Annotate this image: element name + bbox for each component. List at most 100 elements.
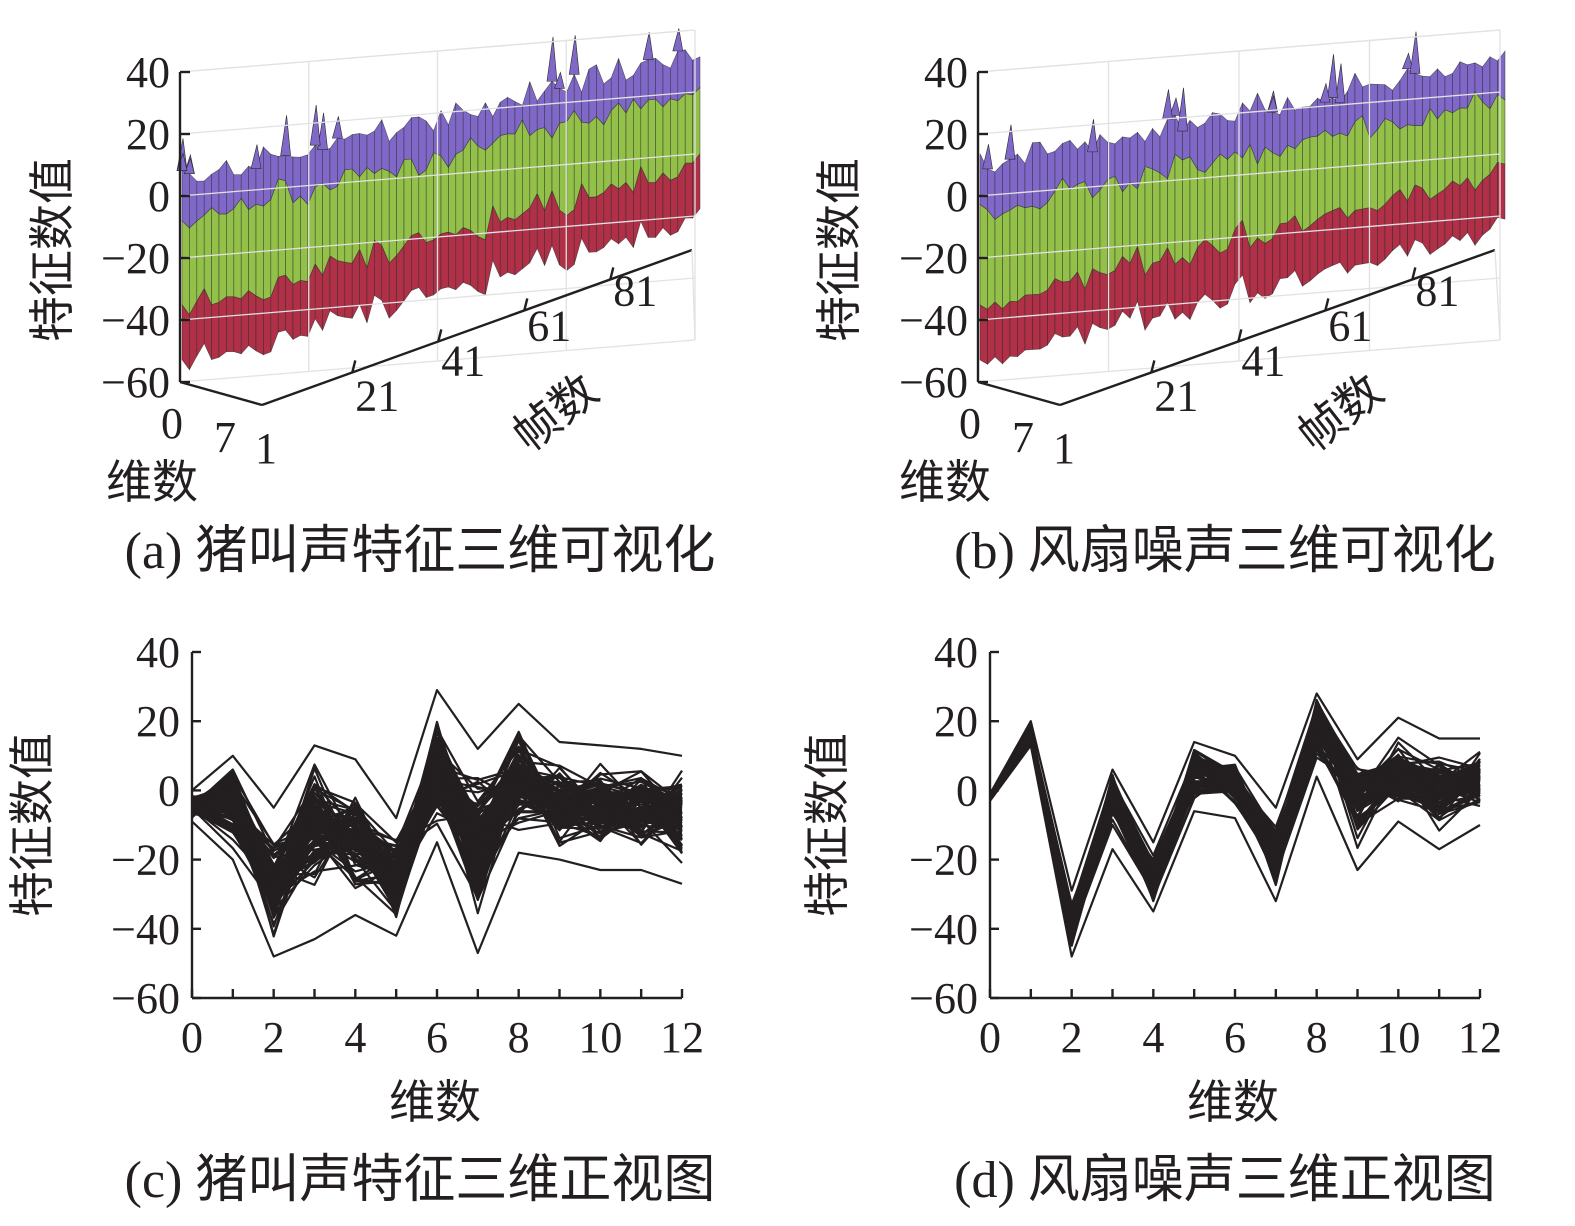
surface-cell-middle bbox=[1092, 189, 1101, 274]
surface-cell-lower bbox=[477, 236, 486, 296]
surface-cell-upper bbox=[485, 102, 494, 151]
panel-a-caption: (a) 猪叫声特征三维可视化 bbox=[125, 523, 716, 580]
surface-cell-lower bbox=[462, 226, 471, 286]
surface-cell-lower bbox=[470, 229, 479, 293]
surface-cell-middle bbox=[181, 220, 190, 316]
surface-cell-lower bbox=[1347, 209, 1356, 274]
surface-cell-middle bbox=[455, 149, 464, 236]
surface-cell-upper bbox=[211, 169, 220, 215]
surface-cell-lower bbox=[211, 301, 220, 361]
panel-c-x-label: 维数 bbox=[389, 1077, 481, 1128]
z-tick-label: −60 bbox=[899, 358, 968, 407]
top-edge-line bbox=[179, 29, 696, 73]
surface-cell-lower bbox=[1054, 278, 1063, 338]
surface-cell-middle bbox=[1002, 209, 1011, 310]
surface-spike bbox=[1402, 52, 1413, 70]
surface-cell-middle bbox=[189, 220, 198, 315]
frame-tick-label: 81 bbox=[613, 266, 657, 315]
frame-tick-mark bbox=[523, 298, 529, 311]
surface-cell-lower bbox=[1279, 222, 1288, 280]
panel-a-frame-ticks: 21 41 61 81 bbox=[351, 266, 657, 420]
surface-cell-lower bbox=[248, 289, 257, 352]
surface-cell-middle bbox=[1197, 169, 1206, 249]
surface-cell-upper bbox=[1032, 141, 1041, 210]
dim-tick-label: 0 bbox=[959, 399, 981, 448]
surface-spike bbox=[1087, 119, 1098, 153]
x-tick-label: 6 bbox=[1224, 1013, 1246, 1062]
surface-spike bbox=[546, 36, 558, 82]
surface-cell-upper bbox=[218, 159, 227, 215]
surface-cell-lower bbox=[1152, 260, 1161, 319]
surface-cell-upper bbox=[418, 116, 427, 177]
surface-spike bbox=[982, 144, 993, 170]
z-tick-label: −40 bbox=[899, 296, 968, 345]
surface-cell-upper bbox=[1272, 111, 1281, 157]
surface-spike bbox=[672, 28, 684, 52]
panel-c-y-ticks: 40 20 0 −20 −40 −60 bbox=[111, 628, 201, 1023]
surface-cell-middle bbox=[1302, 136, 1311, 232]
surface-cell-upper bbox=[507, 96, 516, 135]
surface-cell-lower bbox=[692, 152, 701, 219]
surface-cell-lower bbox=[1384, 194, 1393, 261]
surface-cell-middle bbox=[1279, 144, 1288, 225]
panel-d-y-ticks: 40 20 0 −20 −40 −60 bbox=[909, 628, 999, 1023]
surface-cell-lower bbox=[1339, 206, 1348, 275]
surface-cell-middle bbox=[1077, 180, 1086, 290]
frame-axis-line bbox=[261, 248, 693, 407]
surface-cell-upper bbox=[381, 119, 390, 172]
panel-a-frames-label: 帧数 bbox=[504, 364, 608, 461]
surface-cell-upper bbox=[655, 57, 664, 108]
surface-cell-middle bbox=[292, 195, 301, 285]
surface-cell-upper bbox=[610, 58, 619, 112]
surface-cell-middle bbox=[514, 119, 523, 221]
surface-cell-middle bbox=[1384, 117, 1393, 206]
surface-cell-upper bbox=[1152, 127, 1161, 174]
surface-cell-middle bbox=[1264, 146, 1273, 244]
surface-cell-upper bbox=[1002, 158, 1011, 215]
surface-cell-lower bbox=[1452, 180, 1461, 242]
surface-cell-middle bbox=[1054, 176, 1063, 283]
panel-b-frame-ticks: 21 41 61 81 bbox=[1150, 266, 1459, 420]
surface-cell-lower bbox=[987, 301, 996, 365]
surface-cell-upper bbox=[581, 69, 590, 124]
x-tick-label: 0 bbox=[181, 1013, 203, 1062]
surface-cell-lower bbox=[514, 213, 523, 276]
panel-d-y-label: 特征数值 bbox=[802, 733, 853, 917]
panel-a-axes-frame bbox=[178, 29, 696, 407]
surface-cell-lower bbox=[263, 296, 272, 356]
surface-cell-middle bbox=[1317, 129, 1326, 220]
surface-cell-middle bbox=[1009, 204, 1018, 302]
surface-cell-upper bbox=[1444, 73, 1453, 114]
surface-spike bbox=[1334, 63, 1346, 104]
surface-cell-middle bbox=[610, 102, 619, 190]
frame-tick-mark bbox=[351, 360, 357, 373]
surface-cell-upper bbox=[1459, 61, 1468, 109]
series-line bbox=[989, 711, 1481, 935]
surface-spike bbox=[309, 104, 321, 146]
surface-cell-upper bbox=[329, 137, 338, 191]
frame-tick-label: 81 bbox=[1415, 266, 1459, 315]
surface-cell-lower bbox=[337, 260, 346, 318]
surface-cell-upper bbox=[1197, 122, 1206, 173]
y-tick-label: −40 bbox=[909, 905, 978, 954]
surface-cell-lower bbox=[388, 254, 397, 319]
panel-b-dims-label: 维数 bbox=[899, 457, 991, 508]
series-line bbox=[191, 820, 683, 958]
series-line bbox=[191, 752, 683, 884]
surface-cell-lower bbox=[1317, 213, 1326, 275]
dim-axis-line bbox=[977, 380, 1061, 407]
surface-cell-lower bbox=[455, 226, 464, 291]
y-tick-label: −20 bbox=[111, 836, 180, 885]
surface-cell-upper bbox=[684, 48, 693, 96]
surface-spike bbox=[1177, 87, 1188, 132]
surface-cell-middle bbox=[1444, 109, 1453, 190]
surface-cell-lower bbox=[1257, 237, 1266, 299]
frame-tick-mark bbox=[609, 267, 615, 280]
y-tick-label: 0 bbox=[956, 766, 978, 815]
surface-cell-upper bbox=[1264, 109, 1273, 154]
series-line bbox=[989, 692, 1480, 892]
surface-cell-lower bbox=[300, 280, 309, 337]
surface-cell-lower bbox=[1302, 225, 1311, 287]
